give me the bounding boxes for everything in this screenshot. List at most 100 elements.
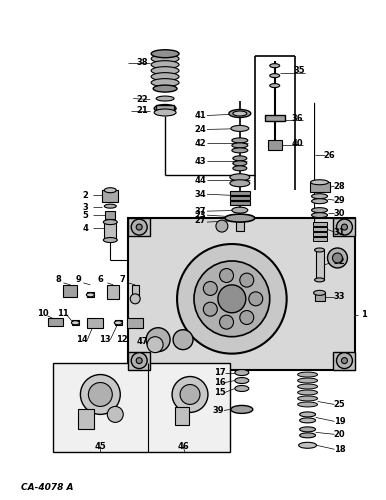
Circle shape — [173, 330, 193, 349]
Text: 29: 29 — [334, 196, 345, 204]
Ellipse shape — [235, 378, 249, 384]
Circle shape — [216, 220, 228, 232]
Text: 40: 40 — [292, 139, 303, 148]
Bar — [310, 182, 330, 192]
Ellipse shape — [151, 66, 179, 74]
Text: 24: 24 — [194, 125, 206, 134]
Bar — [315, 293, 325, 301]
Text: 6: 6 — [97, 276, 103, 284]
Ellipse shape — [103, 220, 117, 224]
Bar — [73, 320, 80, 324]
Text: 16: 16 — [214, 378, 226, 387]
Text: 27: 27 — [194, 216, 206, 224]
Bar — [78, 410, 94, 430]
Ellipse shape — [231, 406, 253, 413]
Circle shape — [177, 244, 287, 354]
Ellipse shape — [104, 204, 116, 208]
Ellipse shape — [151, 72, 179, 80]
Text: 22: 22 — [136, 95, 148, 104]
Ellipse shape — [233, 156, 247, 161]
Text: 30: 30 — [334, 208, 345, 218]
Text: 20: 20 — [334, 430, 345, 439]
Circle shape — [203, 282, 217, 296]
Text: 5: 5 — [83, 210, 88, 220]
Text: 15: 15 — [214, 388, 226, 397]
Bar — [102, 190, 118, 202]
Ellipse shape — [312, 208, 327, 212]
Bar — [47, 318, 63, 326]
Text: 31: 31 — [334, 228, 345, 236]
Bar — [230, 196, 250, 200]
Text: 12: 12 — [117, 335, 128, 344]
Text: 36: 36 — [292, 114, 303, 123]
Ellipse shape — [233, 161, 247, 166]
Bar — [313, 232, 327, 236]
Text: 14: 14 — [76, 335, 88, 344]
Circle shape — [147, 336, 163, 352]
Text: 35: 35 — [294, 66, 305, 75]
Ellipse shape — [103, 238, 117, 242]
Ellipse shape — [151, 50, 179, 58]
Text: 11: 11 — [57, 310, 68, 318]
Bar — [132, 285, 139, 299]
Text: 8: 8 — [56, 276, 61, 284]
Ellipse shape — [151, 60, 179, 68]
Ellipse shape — [232, 138, 248, 143]
Text: 17: 17 — [214, 368, 226, 377]
Text: 33: 33 — [334, 292, 345, 302]
Ellipse shape — [104, 188, 116, 192]
Ellipse shape — [299, 442, 317, 448]
Ellipse shape — [298, 402, 318, 407]
Text: 32: 32 — [334, 258, 345, 266]
Text: 41: 41 — [194, 111, 206, 120]
Ellipse shape — [225, 214, 255, 222]
Ellipse shape — [232, 148, 248, 153]
Bar — [52, 362, 230, 452]
Bar — [230, 201, 250, 205]
Circle shape — [337, 352, 352, 368]
Ellipse shape — [312, 198, 327, 203]
Text: 37: 37 — [194, 206, 206, 216]
Text: CA-4078 A: CA-4078 A — [20, 482, 73, 492]
Ellipse shape — [298, 372, 318, 377]
Ellipse shape — [313, 290, 325, 296]
Circle shape — [220, 315, 234, 329]
Text: 28: 28 — [334, 182, 345, 190]
Ellipse shape — [233, 166, 247, 171]
Text: 25: 25 — [334, 400, 345, 409]
Bar — [115, 320, 122, 324]
Circle shape — [146, 328, 170, 351]
Circle shape — [136, 224, 142, 230]
Ellipse shape — [154, 104, 176, 112]
Circle shape — [180, 384, 200, 404]
Bar — [316, 250, 323, 280]
Bar — [313, 227, 327, 231]
Circle shape — [136, 358, 142, 364]
Bar — [313, 237, 327, 241]
Text: 43: 43 — [194, 157, 206, 166]
Ellipse shape — [312, 212, 327, 218]
Circle shape — [342, 224, 347, 230]
Ellipse shape — [230, 174, 250, 181]
Bar — [63, 285, 78, 297]
Bar — [334, 352, 356, 370]
Ellipse shape — [300, 427, 316, 432]
Ellipse shape — [229, 110, 251, 118]
Ellipse shape — [312, 194, 327, 198]
Ellipse shape — [315, 248, 325, 252]
Text: 10: 10 — [37, 310, 48, 318]
Text: 13: 13 — [100, 335, 111, 344]
Ellipse shape — [235, 370, 249, 376]
Ellipse shape — [235, 386, 249, 392]
Bar — [87, 292, 94, 297]
Ellipse shape — [298, 384, 318, 389]
Circle shape — [172, 376, 208, 412]
Bar — [334, 218, 356, 236]
Text: 9: 9 — [76, 276, 81, 284]
Bar — [175, 408, 189, 426]
Ellipse shape — [270, 84, 280, 87]
Circle shape — [332, 253, 342, 263]
Text: 42: 42 — [194, 139, 206, 148]
Ellipse shape — [298, 396, 318, 401]
Circle shape — [337, 219, 352, 235]
